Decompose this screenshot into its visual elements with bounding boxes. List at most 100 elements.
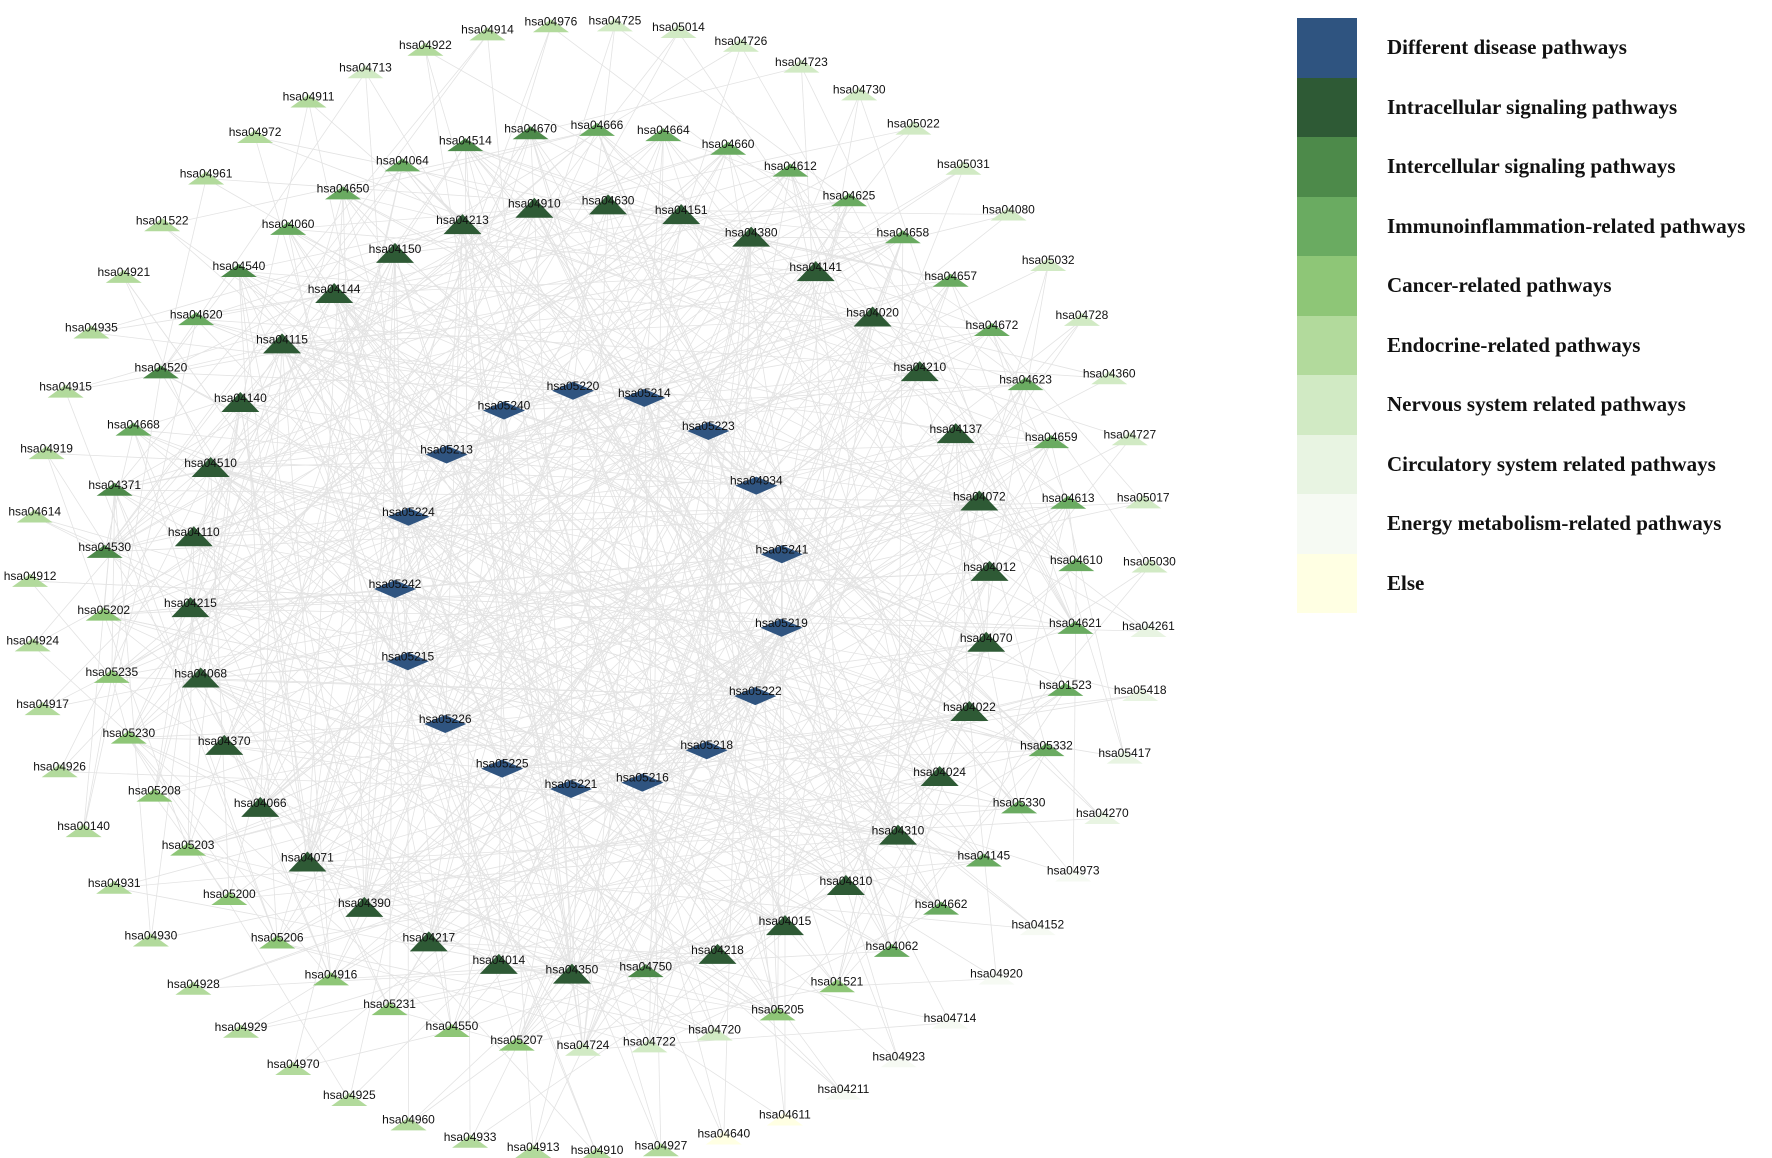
network-edge xyxy=(680,214,987,644)
pathway-node: hsa04657 xyxy=(924,269,977,287)
network-edge xyxy=(790,170,987,643)
node-label: hsa04612 xyxy=(764,159,817,173)
triangle-marker xyxy=(515,197,554,218)
triangle-marker xyxy=(884,230,921,244)
pathway-node: hsa04972 xyxy=(229,125,282,144)
network-edge xyxy=(498,964,572,975)
node-label: hsa04925 xyxy=(323,1088,376,1102)
triangle-marker xyxy=(237,130,274,144)
pathway-node: hsa05014 xyxy=(652,20,705,38)
pathway-node: hsa04914 xyxy=(461,23,514,41)
pathway-node: hsa04211 xyxy=(817,1082,870,1100)
network-edge xyxy=(196,318,1110,379)
node-label: hsa04215 xyxy=(164,596,217,610)
triangle-marker xyxy=(645,128,682,142)
pathway-node: hsa04910 xyxy=(571,1143,624,1158)
node-label: hsa04725 xyxy=(589,14,642,28)
network-edge xyxy=(292,441,1052,1070)
network-edge xyxy=(342,193,782,629)
network-edge xyxy=(238,271,365,908)
triangle-marker xyxy=(312,972,349,986)
node-label: hsa05417 xyxy=(1098,746,1151,760)
pathway-node: hsa04141 xyxy=(789,260,842,282)
legend-swatch xyxy=(1297,77,1357,137)
pathway-node: hsa04062 xyxy=(866,939,919,957)
network-edge xyxy=(465,145,756,697)
triangle-marker xyxy=(950,700,989,721)
network-edge xyxy=(897,749,1047,837)
network-edge xyxy=(205,178,574,392)
node-label: hsa04921 xyxy=(97,265,150,279)
node-label: hsa04610 xyxy=(1050,553,1103,567)
network-edge xyxy=(394,588,786,927)
node-label: hsa04150 xyxy=(369,242,422,256)
node-label: hsa04370 xyxy=(198,734,251,748)
network-edge xyxy=(228,165,403,900)
network-edge xyxy=(259,807,332,980)
network-edge xyxy=(645,776,940,972)
network-edge xyxy=(979,501,1149,632)
triangle-marker xyxy=(923,901,960,915)
node-label: hsa04916 xyxy=(305,968,358,982)
triangle-marker xyxy=(324,186,361,200)
network-edge xyxy=(649,908,942,1047)
node-label: hsa05032 xyxy=(1022,253,1075,267)
triangle-marker xyxy=(142,365,179,379)
disease-node: hsa05220 xyxy=(547,379,600,400)
network-edge xyxy=(342,193,505,411)
pathway-node: hsa05030 xyxy=(1123,555,1176,573)
pathway-network: hsa05220 hsa05240 hsa05214 hsa05213 hsa05223… xyxy=(4,14,1176,1158)
pathway-node: hsa04725 xyxy=(589,14,642,32)
network-edge xyxy=(815,271,1052,443)
network-edge xyxy=(530,133,782,628)
pathway-node: hsa01522 xyxy=(136,214,189,232)
node-label: hsa05213 xyxy=(420,443,473,457)
node-label: hsa04666 xyxy=(571,118,624,132)
network-edge xyxy=(193,536,786,927)
pathway-node: hsa04930 xyxy=(125,929,178,947)
pathway-node: hsa04510 xyxy=(184,456,237,478)
network-edge xyxy=(498,237,752,966)
pathway-node: hsa04350 xyxy=(546,963,599,984)
triangle-marker xyxy=(696,1027,733,1041)
disease-node: hsa05215 xyxy=(381,649,434,671)
legend: Different disease pathways Intracellular … xyxy=(1297,18,1767,613)
node-label: hsa04151 xyxy=(655,203,708,217)
network-edge xyxy=(642,485,757,783)
network-edge xyxy=(503,410,1077,566)
network-edge xyxy=(801,66,1076,629)
network-edge xyxy=(240,835,899,1033)
pathway-node: hsa04620 xyxy=(170,307,223,326)
network-edge xyxy=(451,433,957,1032)
node-label: hsa05332 xyxy=(1020,738,1073,752)
node-label: hsa04261 xyxy=(1122,619,1175,633)
node-label: hsa04630 xyxy=(582,193,635,207)
node-label: hsa04115 xyxy=(256,332,308,346)
network-edge xyxy=(193,344,283,538)
network-edge xyxy=(333,170,791,295)
diamond-marker xyxy=(734,687,777,706)
disease-node: hsa04934 xyxy=(730,474,783,495)
pathway-node: hsa04961 xyxy=(180,167,233,185)
disease-node: hsa05224 xyxy=(382,505,435,526)
node-label: hsa05203 xyxy=(162,838,215,852)
node-label: hsa04670 xyxy=(504,121,557,135)
triangle-marker xyxy=(705,1131,742,1145)
pathway-node: hsa04066 xyxy=(234,796,287,817)
network-edge xyxy=(469,317,873,1143)
pathway-node: hsa04144 xyxy=(308,282,361,304)
network-edge xyxy=(394,200,850,255)
node-label: hsa04724 xyxy=(557,1038,610,1052)
triangle-marker xyxy=(698,943,737,964)
triangle-marker xyxy=(409,931,448,952)
triangle-marker xyxy=(96,880,133,894)
node-label: hsa04015 xyxy=(759,914,812,928)
node-label: hsa04062 xyxy=(866,939,919,953)
triangle-marker xyxy=(970,560,1009,581)
network-edge xyxy=(502,749,707,769)
pathway-node: hsa04728 xyxy=(1056,308,1109,326)
legend-item: Endocrine-related pathways xyxy=(1297,315,1767,375)
pathway-node: hsa04919 xyxy=(20,441,73,460)
network-edge xyxy=(342,193,1077,566)
network-edge xyxy=(978,501,1047,751)
